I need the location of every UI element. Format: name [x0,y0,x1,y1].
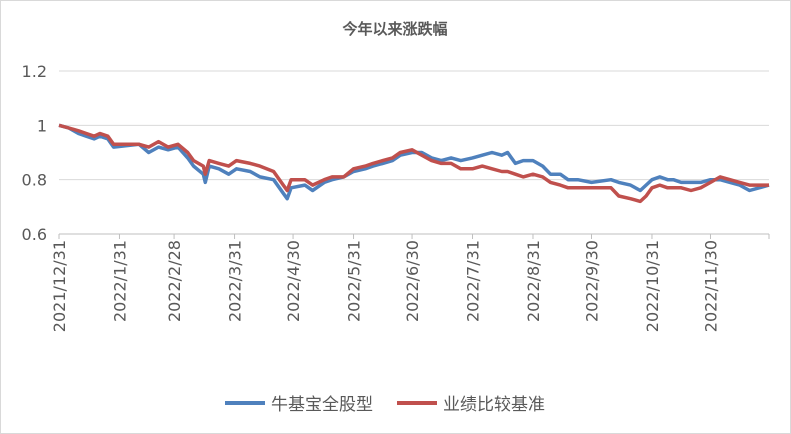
gridlines [59,70,769,181]
x-tick-label: 2022/11/30 [701,240,720,332]
y-tick-label: 0.6 [22,225,47,244]
x-tick-label: 2022/4/30 [284,240,303,322]
x-tick-label: 2022/2/28 [165,240,184,322]
y-tick-label: 1.2 [22,62,47,81]
legend: 牛基宝全股型 业绩比较基准 [225,395,545,415]
series-line-benchmark [58,123,769,204]
x-tick-label: 2022/6/30 [403,240,422,322]
x-tick-label: 2021/12/31 [50,240,69,332]
x-tick-label: 2022/10/31 [643,240,662,332]
axes: 0.6 0.8 1 1.2 2021/12/31 2022/1/31 2022/2/28 20… [22,62,770,332]
series-line-fund [58,123,770,201]
x-tick-label: 2022/7/31 [464,240,483,322]
x-tick-label: 2022/8/31 [524,240,543,322]
x-tick-label: 2022/3/31 [226,240,245,322]
x-tick-label: 2022/1/31 [110,240,129,322]
x-tick-label: 2022/5/31 [345,240,364,322]
chart-title: 今年以来涨跌幅 [341,20,447,38]
legend-label-fund: 牛基宝全股型 [271,395,373,415]
series-lines [58,123,770,204]
x-tick-label: 2022/9/30 [583,240,602,322]
y-tick-label: 0.8 [22,171,47,190]
legend-label-benchmark: 业绩比较基准 [443,395,545,415]
y-tick-label: 1 [37,116,47,135]
